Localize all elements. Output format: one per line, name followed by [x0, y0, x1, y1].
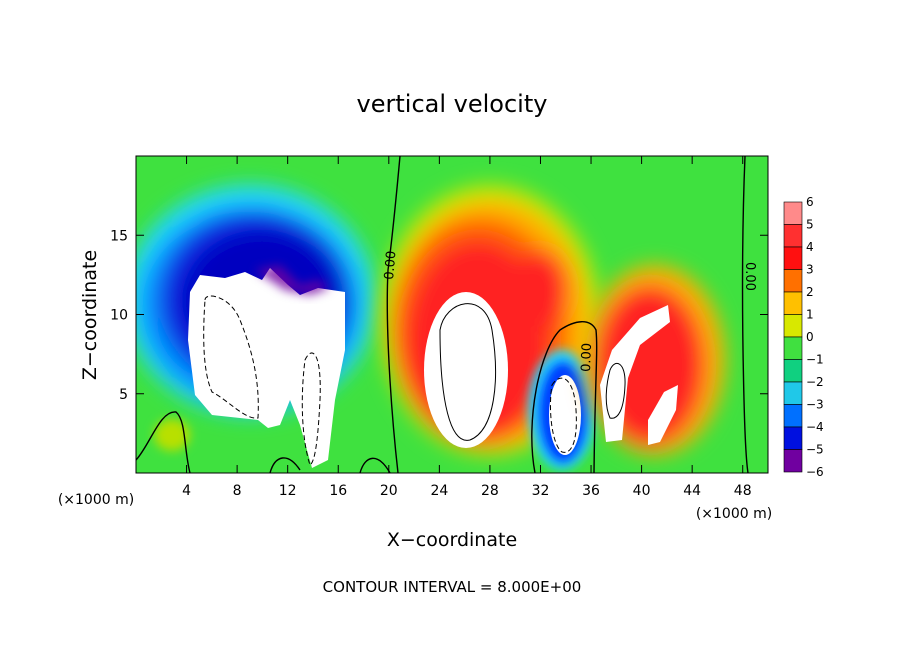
downdraft-core-left: [188, 268, 345, 468]
y-tick-label: 5: [119, 387, 128, 403]
colorbar-band: [783, 246, 803, 270]
colorbar-band: [783, 381, 803, 405]
colorbar-tick-label: 3: [806, 263, 814, 277]
colorbar-band: [783, 404, 803, 428]
colorbar-tick-label: −5: [806, 443, 824, 457]
x-tick-label: 16: [329, 483, 347, 499]
x-tick-label: 8: [233, 483, 242, 499]
colorbar-band: [783, 291, 803, 315]
colorbar-tick-label: 0: [806, 330, 814, 344]
colorbar-band: [783, 359, 803, 383]
x-tick-label: 36: [582, 483, 600, 499]
x-tick-label: 4: [182, 483, 191, 499]
y-axis: 5 10 15: [110, 228, 768, 403]
colorbar-band: [783, 449, 803, 473]
updraft-core-center: [424, 292, 508, 448]
downdraft-small-left: [154, 419, 190, 451]
colorbar: 6 5 4 3 2 1 0 −1 −2 −3 −4 −5 −6: [783, 195, 824, 479]
colorbar-tick-label: −1: [806, 353, 824, 367]
x-unit-left: (×1000 m): [58, 492, 134, 508]
y-tick-label: 10: [110, 308, 128, 324]
x-tick-label: 20: [380, 483, 398, 499]
contour-label-3: 0.00: [742, 262, 757, 291]
colorbar-tick-label: 6: [806, 195, 814, 209]
colorbar-tick-label: −3: [806, 398, 824, 412]
colorbar-band: [783, 426, 803, 450]
y-tick-label: 15: [110, 228, 128, 244]
x-axis: 4 8 12 16 20 24 28 32 36 40 44 48: [182, 156, 752, 499]
updraft-core-right-2: [648, 385, 678, 445]
x-tick-label: 28: [481, 483, 499, 499]
x-axis-label: X−coordinate: [387, 529, 517, 551]
colorbar-tick-label: −4: [806, 420, 824, 434]
x-tick-label: 12: [279, 483, 297, 499]
positive-contours: [439, 303, 626, 441]
x-unit-right: (×1000 m): [696, 506, 772, 522]
x-tick-label: 48: [734, 483, 752, 499]
colorbar-tick-label: 2: [806, 285, 814, 299]
zero-contours: [136, 156, 749, 473]
colorbar-tick-label: −6: [806, 465, 824, 479]
x-tick-label: 32: [532, 483, 550, 499]
y-axis-label: Z−coordinate: [79, 250, 101, 380]
plot-area: 0.00 0.00 0.00: [136, 156, 768, 473]
updraft-core-right: [600, 305, 670, 442]
negative-contours: [203, 295, 577, 466]
colorbar-tick-label: 4: [806, 240, 814, 254]
colorbar-tick-label: 1: [806, 308, 814, 322]
colorbar-band: [783, 314, 803, 338]
colorbar-band: [783, 224, 803, 248]
chart-title: vertical velocity: [357, 90, 548, 118]
x-tick-label: 24: [430, 483, 448, 499]
x-tick-label: 40: [633, 483, 651, 499]
downdraft-core-right: [549, 375, 581, 455]
colorbar-tick-label: −2: [806, 375, 824, 389]
contour-interval-footer: CONTOUR INTERVAL = 8.000E+00: [323, 578, 582, 596]
contour-label-1: 0.00: [382, 250, 399, 280]
colorbar-tick-label: 5: [806, 218, 814, 232]
x-tick-label: 44: [683, 483, 701, 499]
purple-fringe: [255, 265, 330, 295]
colorbar-band: [783, 201, 803, 225]
colorbar-band: [783, 336, 803, 360]
colorbar-band: [783, 269, 803, 293]
contour-label-2: 0.00: [579, 343, 595, 372]
